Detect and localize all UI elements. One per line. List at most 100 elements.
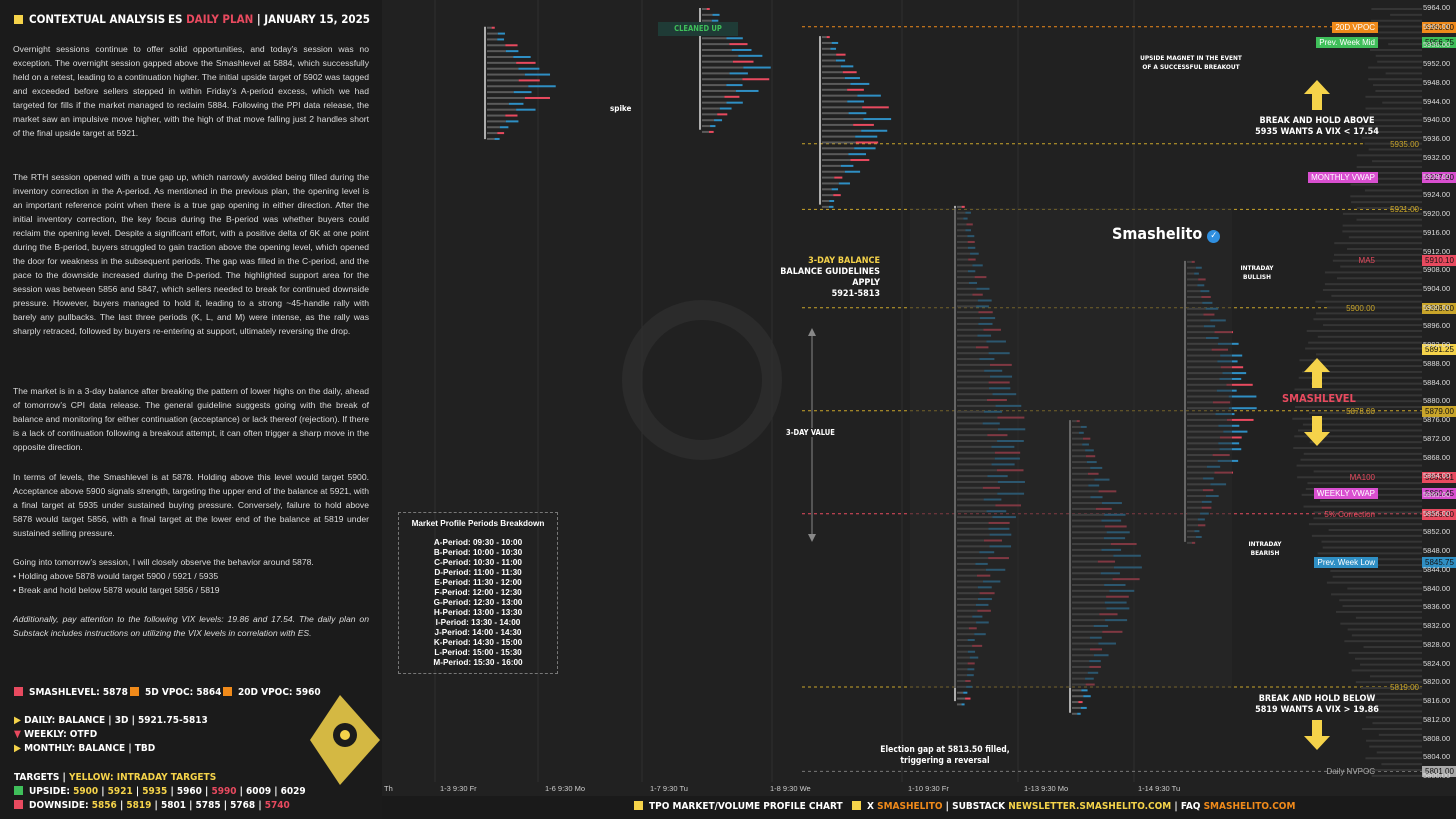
y-tick-label: 5904.00 [1423,283,1451,293]
volume-bar [828,205,834,208]
tpo-bar [702,89,736,92]
volume-bar [1083,695,1091,698]
volume-profile-bar [1365,95,1422,98]
daily-summary: ▶ DAILY: BALANCE | 3D | 5921.75-5813 [14,715,208,726]
x-tick-label: 1-3 9:30 Fr [440,784,477,793]
price-label-value: 5801.00 [1422,766,1456,778]
volume-bar [711,19,719,22]
plan-date: ES DAILY PLAN | JANUARY 15, 2025 [168,12,370,26]
arrow-down-icon [808,534,816,542]
monthly-summary: ▶ MONTHLY: BALANCE | TBD [14,743,155,754]
arrow-up-icon [808,328,816,336]
footer-newsletter-link[interactable]: NEWSLETTER.SMASHELITO.COM [1008,801,1172,812]
volume-bar [712,13,720,16]
volume-bar [516,61,536,64]
price-label-text: MA5 [1358,256,1375,266]
tpo-bar [487,108,517,111]
tpo-bar [702,60,733,63]
tpo-bar [957,703,962,706]
tpo-bar [1072,701,1079,704]
volume-bar [528,85,556,88]
y-tick-label: 5852.00 [1423,527,1451,537]
upside-label: UPSIDE: [29,786,70,797]
volume-profile-bar [1373,84,1422,87]
price-label-value: 5891.25 [1422,343,1456,355]
price-label-text: 5921.00 [1390,205,1419,215]
volume-bar [963,691,968,694]
downside-label: DOWNSIDE: [29,800,89,811]
volume-bar [965,697,971,700]
price-label-value: 5879.00 [1422,405,1456,417]
volume-bar [505,44,518,47]
chart-svg [382,0,1456,819]
price-label-value: 5863.81 [1422,472,1456,484]
volume-profile-bar [1299,359,1422,362]
volume-profile-bar [1307,482,1422,485]
brand-label: Smashelito ✓ [1112,224,1221,243]
tpo-bar [822,182,839,185]
volume-profile-bar [1333,253,1422,256]
period-row: M-Period: 15:30 - 16:00 [433,658,523,667]
volume-bar [855,141,879,144]
volume-profile-bar [1388,43,1422,46]
volume-profile-bar [1326,581,1422,584]
tpo-bar [822,188,832,191]
brand-text: Smashelito [1112,224,1203,243]
panel-header: CONTEXTUAL ANALYSIS ES DAILY PLAN | JANU… [14,12,370,28]
x-tick-label: 1-6 9:30 Mo [545,784,586,793]
y-tick-label: 5848.00 [1423,546,1451,556]
tpo-bar [487,73,525,76]
y-tick-label: 5964.00 [1423,3,1451,12]
price-label-value: 5910.10 [1422,255,1456,267]
volume-profile-bar [1308,341,1422,344]
tpo-bar [702,78,743,81]
y-tick-label: 5908.00 [1423,265,1451,275]
volume-bar [729,72,748,75]
target: 6029 [280,786,306,797]
volume-bar [826,36,830,39]
volume-profile-bar [1323,324,1422,327]
period-row: I-Period: 13:30 - 14:00 [435,618,521,627]
volume-profile-bar [1340,622,1422,625]
volume-profile-bar [1328,528,1422,531]
sep: | [62,772,66,783]
tpo-bar [487,120,506,123]
volume-profile-bar [1292,417,1422,420]
volume-profile-bar [1375,704,1422,707]
footer-handle[interactable]: SMASHELITO [877,801,943,812]
target: 6009 [246,786,272,797]
magnet-note: UPSIDE MAGNET IN THE EVENT OF A SUCCESSF… [1140,54,1242,71]
volume-bar [731,48,752,51]
volume-bar [1081,689,1088,692]
price-label-text: 5935.00 [1390,139,1419,149]
y-tick-label: 5944.00 [1423,96,1451,106]
target: 5740 [264,800,290,811]
cleaned-up-label: CLEANED UP [658,22,738,36]
volume-bar [1078,701,1083,704]
tpo-bar [822,88,848,91]
tpo-bar [487,32,498,35]
daily-text: DAILY: BALANCE | 3D | 5921.75-5813 [24,715,208,726]
target: 5819 [126,800,152,811]
period-row: F-Period: 12:00 - 12:30 [434,588,522,597]
volume-profile-bar [1366,739,1422,742]
balance-line-2: BALANCE GUIDELINES APPLY [780,267,880,288]
volume-profile-bar [1294,406,1422,409]
price-label-text: Prev. Week Low [1314,556,1378,568]
tpo-bar [822,153,849,156]
volume-profile-bar [1317,335,1422,338]
volume-profile-bar [1313,318,1422,321]
volume-bar [842,71,857,74]
paragraph-1: Overnight sessions continue to offer sol… [13,44,369,138]
smashlevel-label: SMASHLEVEL [1282,392,1356,405]
paragraph-5: Going into tomorrow’s session, I will cl… [13,557,314,567]
y-tick-label: 5940.00 [1423,115,1451,125]
volume-bar [724,95,740,98]
volume-profile-bar [1375,54,1422,57]
price-label-text: Daily NVPOC [1326,767,1375,777]
tpo-bar [1072,695,1084,698]
volume-profile-bar [1297,476,1422,479]
footer-site-link[interactable]: SMASHELITO.COM [1203,801,1296,812]
vpoc5-summary: 5D VPOC: 5864 [130,687,221,698]
volume-profile-bar [1350,183,1422,186]
